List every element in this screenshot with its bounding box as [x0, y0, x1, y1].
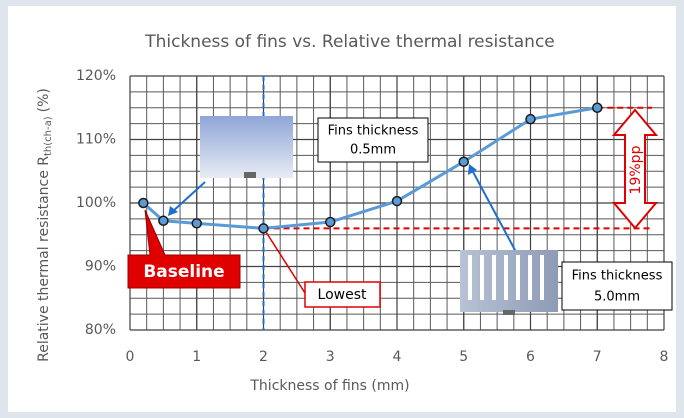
data-point: [325, 216, 336, 228]
x-tick-label: 0: [126, 349, 135, 365]
y-title-unit: (%): [36, 88, 52, 112]
fin-image-base: [503, 310, 515, 315]
baseline-label: Baseline: [143, 262, 224, 282]
x-tick-label: 5: [459, 349, 468, 365]
arrow-head: [468, 164, 477, 175]
data-point: [158, 215, 169, 227]
y-axis-title: Relative thermal resistance Rth(ch-a) (%): [36, 88, 54, 362]
data-point: [258, 223, 269, 234]
fins-thick-box: [561, 261, 673, 311]
y-title-main: Relative thermal resistance R: [36, 156, 52, 362]
x-tick-label: 2: [259, 349, 268, 365]
fin-image-base: [244, 172, 256, 178]
fins-thin-label: Fins thickness: [328, 124, 419, 139]
y-tick-label: 110%: [76, 132, 116, 148]
data-point: [138, 197, 149, 209]
x-tick-label: 8: [660, 349, 669, 365]
data-point: [525, 113, 536, 125]
x-tick-label: 4: [393, 349, 402, 365]
y-tick-label: 100%: [76, 195, 116, 211]
x-tick-label: 3: [326, 349, 335, 365]
marks: [138, 76, 652, 330]
difference-arrow: [611, 108, 659, 230]
data-point: [391, 195, 403, 207]
difference-label: 19%pp: [628, 145, 644, 194]
x-tick-label: 6: [526, 349, 535, 365]
baseline-callout: [127, 209, 241, 289]
fins-thin-value: 0.5mm: [350, 143, 396, 158]
panel: [8, 6, 676, 412]
x-tick-label: 7: [593, 349, 602, 365]
y-tick-label: 120%: [76, 68, 116, 84]
fins-thick-value: 5.0mm: [594, 290, 640, 305]
y-tick-label: 90%: [85, 259, 116, 275]
x-axis-title: Thickness of fins (mm): [249, 378, 409, 394]
arrow-head: [168, 206, 178, 216]
fin-image-thin: [200, 116, 293, 178]
chart-title: Thickness of fins vs. Relative thermal r…: [144, 32, 555, 52]
lowest-label: Lowest: [318, 287, 367, 303]
x-tick-label: 1: [192, 349, 201, 365]
annotations: Baseline Lowest Fins thickness 0.5mm Fin…: [127, 108, 673, 315]
data-point: [592, 102, 603, 113]
lowest-pointer: [265, 231, 306, 294]
data-point: [191, 218, 202, 229]
pointer-arrow: [171, 181, 206, 213]
pointer-arrow: [471, 169, 516, 251]
data-point: [458, 156, 469, 167]
y-title-sub: th(ch-a): [43, 116, 54, 156]
y-tick-label: 80%: [85, 322, 116, 338]
lowest-box: [304, 281, 381, 308]
fins-thick-label: Fins thickness: [572, 269, 663, 284]
fin-image-fins: [468, 255, 544, 300]
fins-thin-box: [317, 117, 429, 163]
